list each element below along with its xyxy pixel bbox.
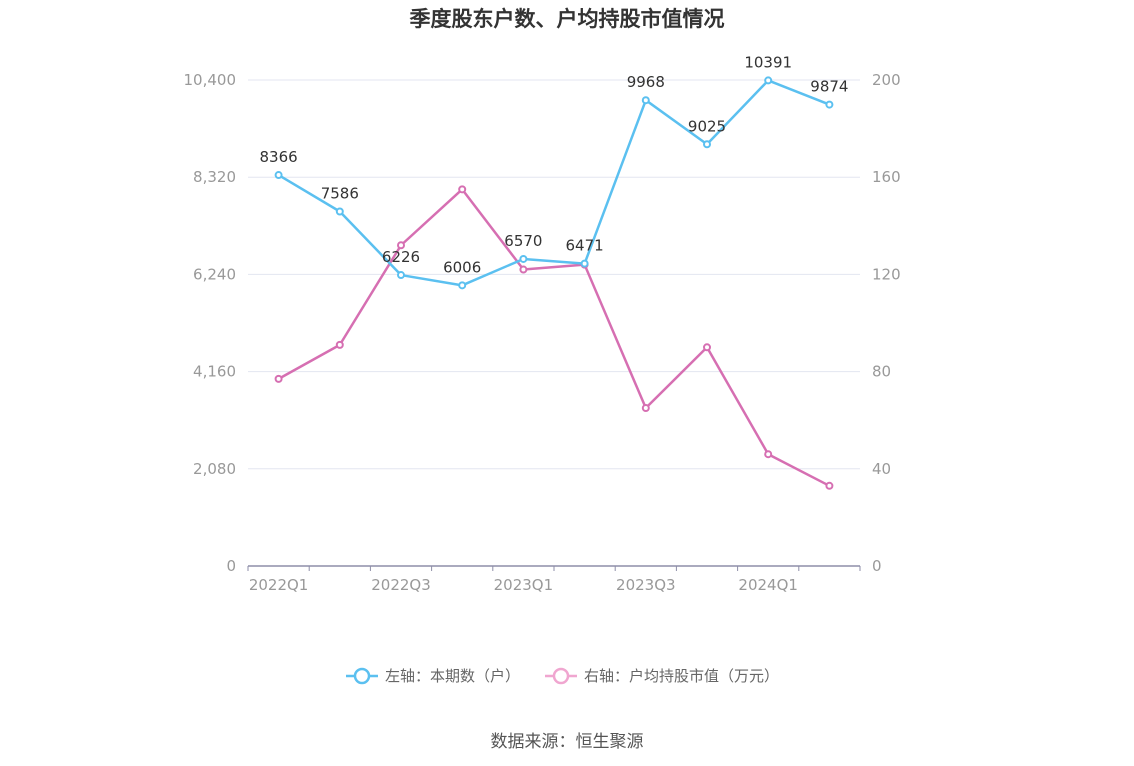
data-point-right[interactable]	[397, 241, 405, 250]
data-point-right[interactable]	[274, 374, 283, 383]
x-tick-label: 2023Q1	[494, 576, 554, 594]
chart-title: 季度股东户数、户均持股市值情况	[410, 7, 725, 31]
data-point-left[interactable]	[397, 271, 405, 280]
data-point-left[interactable]	[703, 140, 711, 149]
data-label: 6006	[443, 258, 481, 276]
data-point-left[interactable]	[274, 171, 283, 180]
legend-marker	[552, 667, 570, 685]
data-source: 数据来源：恒生聚源	[491, 732, 644, 752]
data-label: 6570	[504, 232, 542, 250]
data-labels: 8366 7586 6226 6006 6570 6471 9968 9025 10391 987…	[260, 53, 849, 276]
data-point-left[interactable]	[825, 100, 834, 109]
series-line-right	[277, 188, 830, 487]
data-point-left[interactable]	[764, 76, 773, 85]
y-left-tick-label: 4,160	[193, 363, 236, 381]
data-point-left[interactable]	[580, 259, 589, 268]
axes: 0 0 2,080 40 4,160 80 6,240 120 8,320 160 10,400 20…	[184, 71, 901, 594]
series-lines	[274, 76, 834, 490]
legend[interactable]: 左轴：本期数（户） 右轴：户均持股市值（万元）	[346, 667, 779, 685]
y-left-tick-label: 0	[226, 557, 236, 575]
data-label: 6471	[566, 237, 604, 255]
data-point-left[interactable]	[335, 207, 344, 216]
data-label: 9968	[627, 73, 665, 91]
data-label: 8366	[260, 148, 298, 166]
data-point-right[interactable]	[825, 481, 834, 490]
y-right-tick-label: 160	[872, 168, 901, 186]
y-right-tick-label: 80	[872, 363, 891, 381]
data-label: 9025	[688, 117, 726, 135]
data-label: 9874	[810, 78, 848, 96]
data-label: 7586	[321, 185, 359, 203]
data-point-right[interactable]	[641, 404, 650, 413]
legend-label: 左轴：本期数（户）	[385, 667, 520, 685]
data-point-left[interactable]	[519, 254, 528, 263]
y-left-tick-label: 8,320	[193, 168, 236, 186]
data-label: 10391	[744, 53, 792, 71]
data-point-right[interactable]	[458, 185, 467, 194]
legend-item-left[interactable]: 左轴：本期数（户）	[346, 667, 520, 685]
data-point-right[interactable]	[519, 265, 528, 274]
x-tick-label: 2024Q1	[738, 576, 798, 594]
legend-label: 右轴：户均持股市值（万元）	[584, 667, 779, 685]
legend-item-right[interactable]: 右轴：户均持股市值（万元）	[545, 667, 779, 685]
data-point-right[interactable]	[335, 340, 344, 349]
y-left-tick-label: 6,240	[193, 265, 236, 283]
data-point-left[interactable]	[458, 281, 467, 290]
data-point-left[interactable]	[641, 96, 650, 105]
y-left-tick-label: 2,080	[193, 460, 236, 478]
y-right-tick-label: 200	[872, 71, 901, 89]
data-point-right[interactable]	[764, 450, 773, 459]
y-left-tick-label: 10,400	[184, 71, 237, 89]
legend-marker	[353, 667, 371, 685]
x-tick-label: 2022Q1	[249, 576, 309, 594]
series-line-left	[277, 79, 830, 287]
data-label: 6226	[382, 248, 420, 266]
y-right-tick-label: 40	[872, 460, 891, 478]
x-tick-label: 2023Q3	[616, 576, 676, 594]
grid	[248, 79, 860, 470]
data-point-right[interactable]	[703, 343, 711, 352]
x-tick-label: 2022Q3	[371, 576, 431, 594]
y-right-tick-label: 0	[872, 557, 882, 575]
y-right-tick-label: 120	[872, 265, 901, 283]
